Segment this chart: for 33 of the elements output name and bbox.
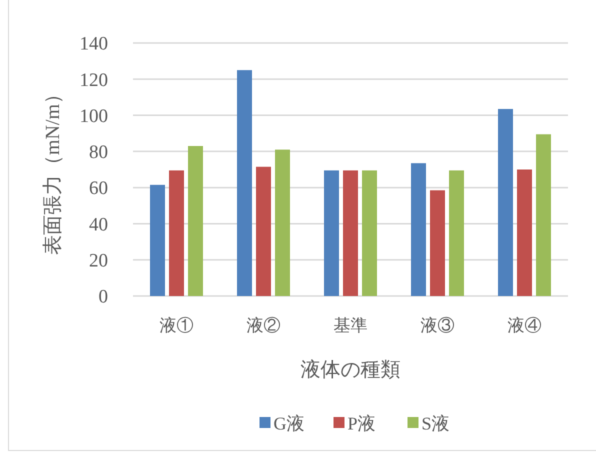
x-tick-label: 液① (160, 316, 194, 335)
y-tick-label: 40 (89, 214, 108, 236)
bar (517, 170, 532, 296)
y-tick-label: 60 (89, 178, 108, 200)
y-tick-label: 120 (80, 70, 108, 91)
bar (150, 184, 165, 296)
bar (411, 163, 426, 296)
bar (430, 190, 445, 296)
bar (324, 170, 339, 296)
bar (343, 170, 358, 296)
legend-label: G液 (274, 413, 304, 434)
bar (237, 70, 252, 296)
legend-label: P液 (348, 413, 376, 434)
x-tick-label: 基準 (334, 316, 368, 335)
y-tick-label: 80 (89, 142, 108, 164)
y-tick-label: 20 (89, 250, 108, 272)
legend-label: S液 (422, 413, 450, 434)
bar (449, 170, 464, 296)
bar (169, 170, 184, 296)
bar (188, 146, 203, 296)
bar (536, 134, 551, 296)
bar (498, 108, 513, 296)
bar (362, 170, 377, 296)
x-axis-title: 液体の種類 (300, 359, 400, 381)
y-tick-label: 0 (98, 286, 108, 308)
x-tick-label: 液② (246, 316, 280, 335)
bar (275, 150, 290, 296)
y-tick-label: 100 (80, 106, 108, 127)
x-tick-label: 液③ (420, 316, 454, 335)
bar (256, 166, 271, 296)
x-tick-label: 液④ (508, 316, 542, 335)
y-axis-title: 表面張力（mN/m） (42, 84, 64, 256)
y-tick-label: 140 (80, 34, 108, 55)
